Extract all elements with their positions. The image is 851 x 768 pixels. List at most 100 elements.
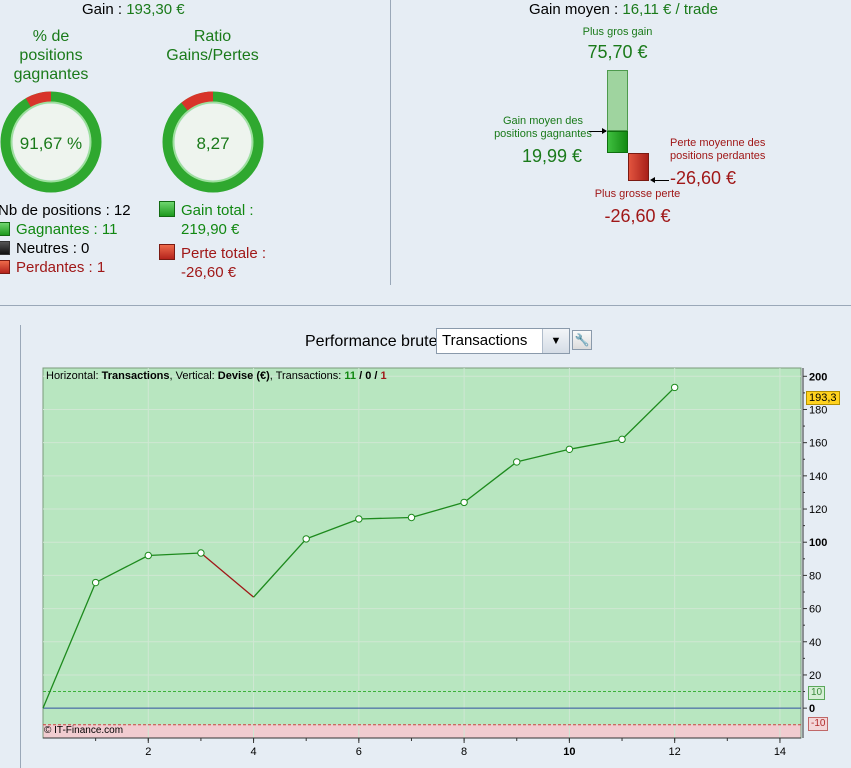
ratio-caption: Ratio Gains/Pertes — [150, 27, 275, 65]
stat-gagnantes: Gagnantes : 11 — [0, 220, 117, 239]
perte-moyenne-label-line-1: Perte moyenne des — [670, 137, 766, 149]
performance-title: Performance brute — [305, 333, 438, 350]
y-tick-label: 20 — [809, 670, 821, 682]
info-vertical-value: Devise (€) — [217, 370, 270, 382]
ratio-value: 8,27 — [196, 134, 230, 153]
perte-totale-label: Perte totale : — [181, 245, 267, 262]
y-tick-label: 160 — [809, 438, 827, 450]
red-square-icon — [159, 244, 175, 260]
arrow-left-icon — [655, 180, 669, 181]
nb-positions: Nb de positions : 12 — [0, 202, 131, 219]
plus-grosse-perte-value: -26,60 € — [604, 206, 671, 226]
gain-moyen-label: Gain moyen : — [529, 1, 623, 18]
y-tick-label: 100 — [809, 537, 827, 549]
info-transactions-win: 11 — [344, 370, 357, 382]
y-tick-label: 120 — [809, 504, 827, 516]
gain-moyen-gagnantes-value: 19,99 € — [522, 146, 583, 166]
chevron-down-icon[interactable]: ▼ — [542, 329, 569, 353]
gain-moyen-label-line-2: positions gagnantes — [494, 128, 592, 140]
pct-winning-value: 91,67 % — [19, 134, 83, 153]
chart-series — [42, 383, 679, 709]
gain-moyen-header: Gain moyen : 16,11 € / trade — [529, 1, 718, 18]
gain-label: Gain : — [82, 1, 127, 18]
last-value-flag: 193,3 — [806, 391, 840, 405]
stat-perdantes: Perdantes : 1 — [0, 258, 105, 277]
avg-loss-bar — [628, 153, 649, 181]
winning-segment — [463, 461, 518, 503]
settings-wrench-button[interactable]: 🔧 — [572, 330, 592, 350]
winning-segment — [148, 552, 201, 557]
x-tick-label: 6 — [356, 746, 362, 758]
winning-segment — [305, 518, 360, 540]
data-point — [91, 578, 100, 587]
gain-total: Gain total : — [159, 201, 254, 220]
data-point — [144, 551, 152, 560]
info-sep-2: / — [371, 370, 381, 382]
info-vertical-label: , Vertical: — [169, 370, 218, 382]
green-square-icon — [0, 222, 10, 236]
negative-area — [43, 724, 801, 738]
black-square-icon — [0, 241, 10, 255]
chart-grid — [43, 368, 801, 738]
winning-segment — [516, 448, 570, 463]
data-point — [197, 549, 205, 557]
pct-caption-line-2: positions — [19, 47, 83, 64]
pct-caption-line-3: gagnantes — [13, 66, 89, 83]
gain-moyen-label-line-1: Gain moyen des — [502, 115, 584, 127]
chart-panel-left-border — [20, 325, 21, 768]
positive-area — [43, 368, 801, 725]
winning-segment — [42, 582, 97, 709]
pct-caption-line-1: % de — [32, 28, 70, 45]
gain-total-label: Gain total : — [181, 202, 254, 219]
gain-moyen-value: 16,11 € / trade — [622, 1, 719, 18]
perte-totale-value: -26,60 € — [181, 264, 237, 281]
plus-gros-gain-label: Plus gros gain — [582, 26, 653, 38]
pct-winning-donut — [0, 91, 102, 193]
winning-segment — [253, 538, 307, 598]
ratio-donut-center — [175, 104, 251, 180]
chart-info-line: Horizontal: Transactions, Vertical: Devi… — [46, 370, 387, 382]
wrench-icon: 🔧 — [574, 333, 590, 347]
red-square-icon — [0, 260, 10, 274]
performance-mode-select[interactable]: Transactions ▼ — [436, 328, 570, 354]
info-transactions-label: , Transactions: — [269, 370, 345, 382]
gagnantes-text: Gagnantes : 11 — [16, 221, 118, 238]
y-tick-label: 80 — [809, 570, 821, 582]
winning-segment — [358, 516, 412, 520]
pct-donut-center — [13, 104, 89, 180]
winning-segment — [95, 554, 149, 584]
y-tick-label: 0 — [809, 703, 815, 715]
data-point — [355, 515, 363, 523]
perte-moyenne-label-line-2: positions perdantes — [670, 150, 766, 162]
gain-header: Gain : 193,30 € — [82, 1, 185, 18]
ratio-caption-line-2: Gains/Pertes — [166, 47, 259, 64]
ratio-donut-inner-rim — [172, 101, 254, 183]
data-point — [565, 445, 574, 454]
copyright: © IT-Finance.com — [44, 725, 124, 736]
upper-band-flag: 10 — [808, 686, 826, 700]
perte-totale: Perte totale : — [159, 244, 266, 263]
x-tick-label: 2 — [145, 746, 151, 758]
max-gain-bar — [607, 70, 628, 131]
data-point — [460, 498, 468, 507]
gain-value: 193,30 € — [126, 1, 185, 18]
plus-grosse-perte-label: Plus grosse perte — [594, 188, 681, 200]
panel-divider-vertical — [390, 0, 391, 285]
data-point — [670, 383, 679, 392]
losing-segment — [200, 552, 254, 598]
data-point — [302, 535, 310, 543]
lower-band-flag: -10 — [808, 717, 829, 731]
info-horizontal-value: Transactions — [101, 370, 170, 382]
performance-mode-selected: Transactions — [442, 332, 528, 349]
green-square-icon — [159, 201, 175, 217]
arrow-right-icon — [589, 131, 606, 132]
gain-total-value: 219,90 € — [181, 221, 240, 238]
y-tick-label: 140 — [809, 471, 827, 483]
ratio-donut — [162, 91, 264, 193]
ratio-donut-loss-arc — [181, 91, 214, 112]
info-transactions-loss: 1 — [380, 370, 387, 382]
chart-background — [42, 367, 802, 739]
stat-neutres: Neutres : 0 — [0, 239, 89, 258]
